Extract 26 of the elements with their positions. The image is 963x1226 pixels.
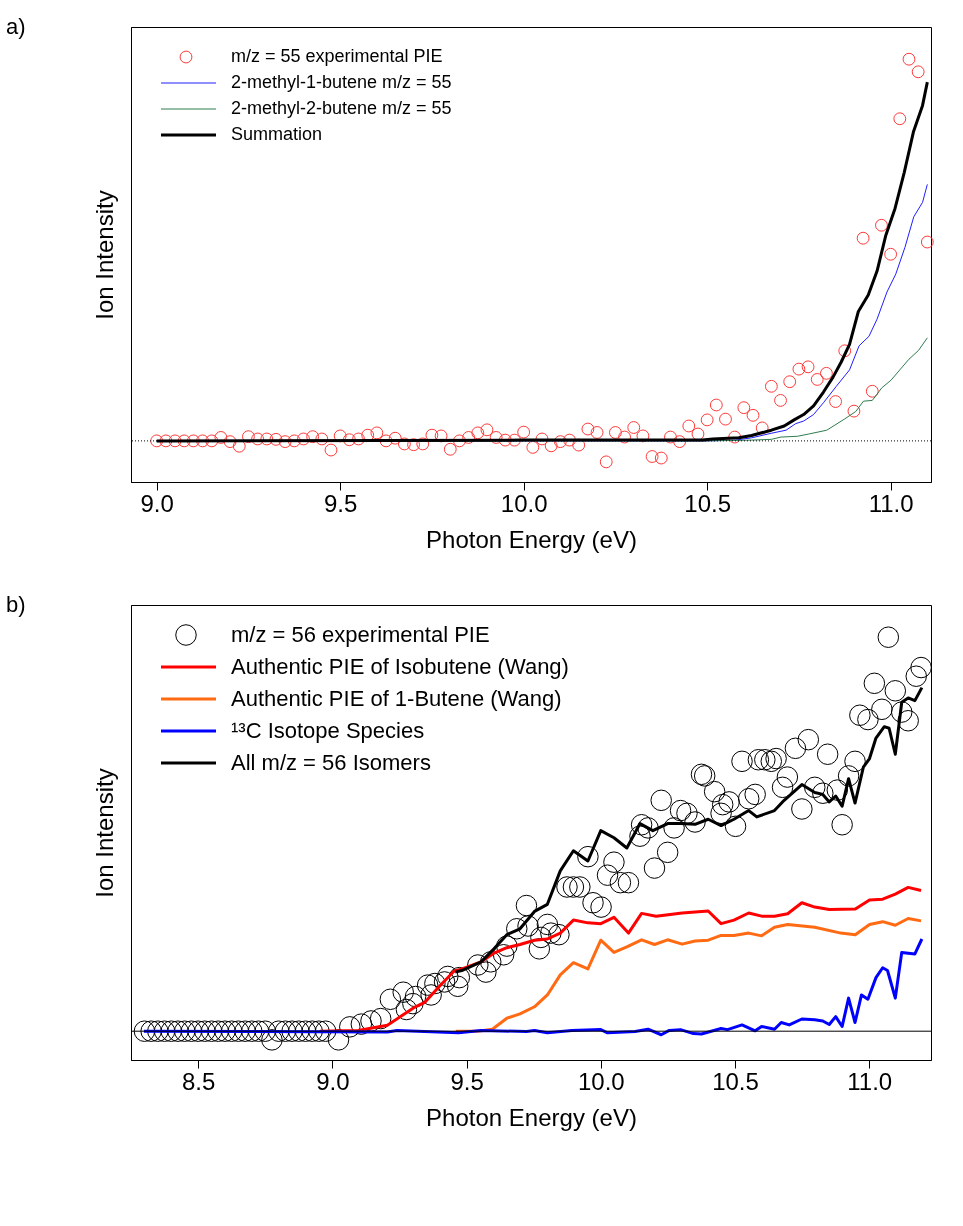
legend-label: Summation [231, 124, 323, 144]
x-tick-label: 9.5 [450, 1067, 484, 1095]
legend-label: 2-methyl-2-butene m/z = 55 [231, 98, 452, 118]
x-tick-label: 10.5 [684, 489, 732, 517]
x-tick-label: 9.5 [323, 489, 358, 517]
x-axis-title: Photon Energy (eV) [426, 525, 637, 553]
text: a) [6, 14, 26, 39]
legend-label: All m/z = 56 Isomers [231, 750, 431, 775]
x-tick-label: 10.5 [712, 1067, 759, 1095]
x-tick-label: 10.0 [577, 1067, 625, 1095]
x-axis-title: Photon Energy (eV) [426, 1103, 637, 1131]
x-tick-label: 9.0 [316, 1067, 350, 1095]
legend-label: m/z = 56 experimental PIE [231, 622, 490, 647]
legend-label: 2-methyl-1-butene m/z = 55 [231, 72, 452, 92]
x-tick-label: 11.0 [847, 1067, 893, 1095]
legend-label: ¹³C Isotope Species [231, 718, 425, 743]
x-tick-label: 8.5 [181, 1067, 216, 1095]
legend-label: m/z = 55 experimental PIE [231, 46, 443, 66]
x-tick-label: 9.0 [140, 489, 174, 517]
legend-label: Authentic PIE of 1-Butene (Wang) [231, 686, 562, 711]
x-tick-label: 10.0 [500, 489, 548, 517]
y-axis-title: Ion Intensity [90, 768, 118, 898]
legend-label: Authentic PIE of Isobutene (Wang) [231, 654, 569, 679]
text: b) [6, 592, 26, 617]
y-axis-title: Ion Intensity [90, 190, 118, 320]
x-tick-label: 11.0 [868, 489, 914, 517]
